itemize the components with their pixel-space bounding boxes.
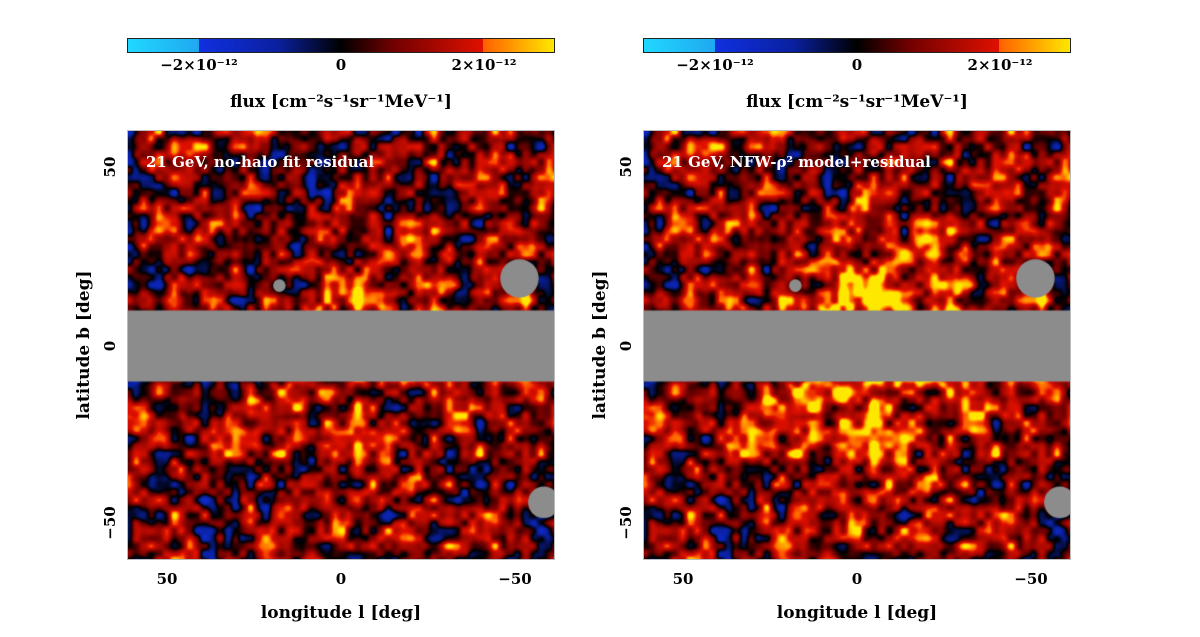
x-axis-label: longitude l [deg]	[776, 603, 938, 623]
colorbar-tick: 0	[335, 56, 347, 74]
heatmap-image	[128, 131, 554, 559]
colorbar-label: flux [cm⁻²s⁻¹sr⁻¹MeV⁻¹]	[746, 92, 968, 112]
y-tick: 0	[617, 340, 635, 352]
x-tick: 0	[851, 570, 863, 588]
y-tick: 50	[617, 156, 635, 178]
y-tick: 0	[101, 340, 119, 352]
heatmap-panel-left: 21 GeV, no-halo fit residual	[127, 130, 555, 560]
colorbar-tick: 2×10⁻¹²	[451, 56, 517, 74]
colorbar-left	[127, 38, 555, 53]
y-tick: −50	[617, 506, 635, 540]
colorbar-tick: 0	[851, 56, 863, 74]
colorbar-tick: −2×10⁻¹²	[160, 56, 238, 74]
x-axis-label: longitude l [deg]	[260, 603, 422, 623]
heatmap-image	[644, 131, 1070, 559]
x-tick: 50	[156, 570, 178, 588]
heatmap-panel-right: 21 GeV, NFW-ρ² model+residual	[643, 130, 1071, 560]
x-tick: −50	[498, 570, 532, 588]
colorbar-right	[643, 38, 1071, 53]
x-tick: 0	[335, 570, 347, 588]
colorbar-tick: 2×10⁻¹²	[967, 56, 1033, 74]
colorbar-label: flux [cm⁻²s⁻¹sr⁻¹MeV⁻¹]	[230, 92, 452, 112]
y-axis-label: latitude b [deg]	[74, 270, 94, 420]
y-axis-label: latitude b [deg]	[590, 270, 610, 420]
x-tick: 50	[672, 570, 694, 588]
panel-annotation: 21 GeV, NFW-ρ² model+residual	[662, 153, 931, 171]
colorbar-tick: −2×10⁻¹²	[676, 56, 754, 74]
y-tick: 50	[101, 156, 119, 178]
x-tick: −50	[1014, 570, 1048, 588]
panel-annotation: 21 GeV, no-halo fit residual	[146, 153, 375, 171]
y-tick: −50	[101, 506, 119, 540]
